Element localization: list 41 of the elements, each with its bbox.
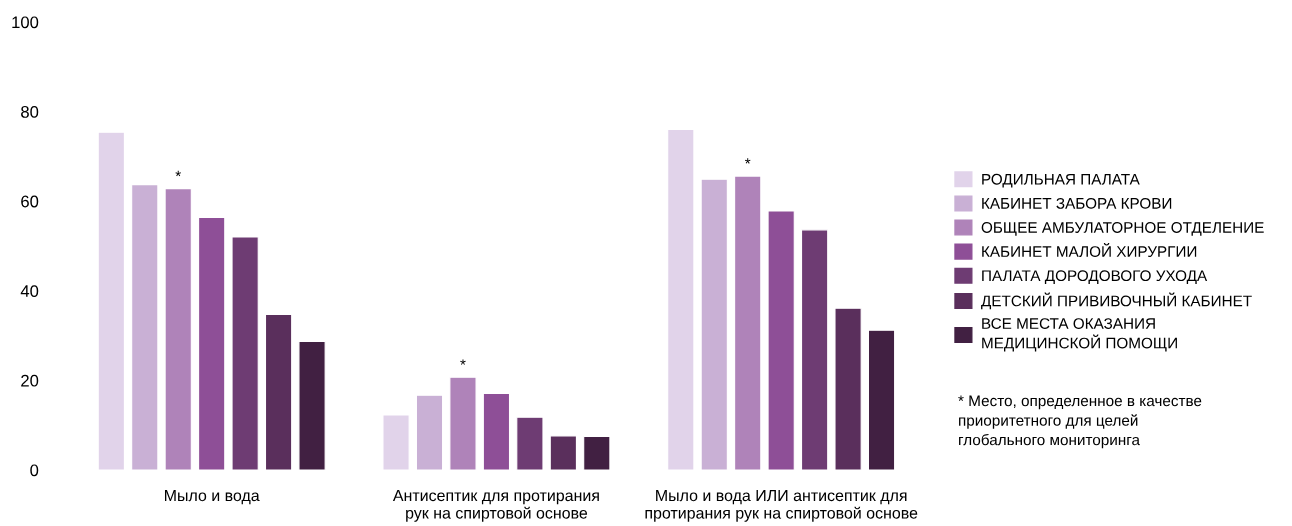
bar: [867, 329, 896, 470]
bar: [800, 229, 829, 470]
legend-label: ВСЕ МЕСТА ОКАЗАНИЯ МЕДИЦИНСКОЙ ПОМОЩИ: [982, 318, 1177, 352]
legend-label: КАБИНЕТ МАЛОЙ ХИРУРГИИ: [982, 243, 1197, 257]
y-tick-label: 80: [21, 106, 39, 118]
x-tick-label: Мыло и вода ИЛИ антисептик для протирания рук на спиртовой основе: [645, 490, 918, 522]
bar: [549, 435, 577, 470]
bar: [767, 210, 795, 470]
bar: [583, 435, 611, 470]
data-label: *: [744, 158, 751, 164]
legend-label: ПАЛАТА ДОРОДОВОГО УХОДА: [982, 270, 1208, 284]
y-tick-label: 20: [21, 374, 39, 387]
y-tick-label: 100: [12, 16, 39, 29]
bar: [298, 340, 326, 470]
legend-label: КАБИНЕТ ЗАБОРА КРОВИ: [982, 197, 1172, 209]
legend-label: РОДИЛЬНАЯ ПАЛАТА: [982, 173, 1140, 188]
bar: [482, 392, 511, 470]
x-tick-label: Мыло и вода: [164, 490, 260, 505]
y-tick-label: 40: [20, 285, 39, 297]
data-label: *: [175, 170, 181, 177]
y-tick-label: 0: [30, 464, 39, 477]
bar: [164, 188, 192, 470]
data-label: *: [460, 359, 466, 365]
bar: [667, 128, 695, 470]
y-tick-label: 60: [21, 195, 39, 208]
bar: [834, 307, 862, 470]
bar: [97, 131, 125, 470]
bar: [131, 184, 159, 470]
x-tick-label: Антисептик для протирания рук на спиртовой основе: [392, 490, 599, 522]
legend-label: ДЕТСКИЙ ПРИВИВОЧНЫЙ КАБИНЕТ: [981, 292, 1252, 310]
bar: [734, 175, 762, 470]
text: * Место, определенное в качестве приоритетного для целей глобального мониторинга: [958, 395, 1202, 449]
bar: [700, 178, 728, 470]
legend-label: ОБЩЕЕ АМБУЛАТОРНОЕ ОТДЕЛЕНИЕ: [981, 222, 1264, 236]
bar: [264, 313, 293, 470]
bar: [415, 394, 444, 470]
bar: [516, 416, 544, 470]
bar: [449, 376, 477, 470]
bar: [382, 414, 410, 470]
bar: [231, 236, 259, 470]
bar: [198, 216, 226, 470]
